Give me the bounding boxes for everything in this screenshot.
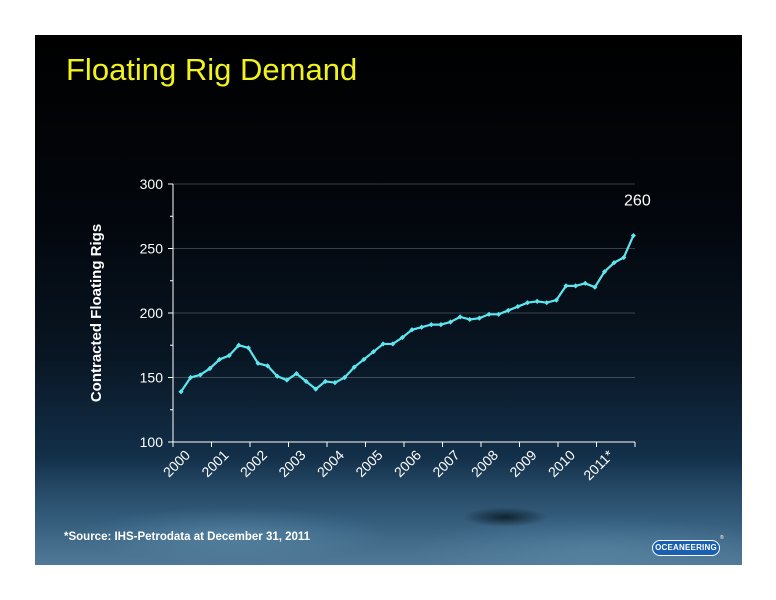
data-point — [255, 360, 261, 366]
data-point — [630, 233, 636, 239]
data-point — [370, 349, 377, 355]
y-tick-label: 150 — [140, 370, 164, 386]
data-point — [505, 307, 511, 314]
data-point — [544, 300, 550, 306]
x-tick-label: 2006 — [391, 447, 424, 480]
data-point — [216, 356, 223, 363]
y-tick-label: 300 — [140, 176, 164, 192]
data-point — [573, 283, 579, 289]
data-point — [226, 352, 232, 359]
data-point — [322, 378, 328, 384]
x-tick-label: 2010 — [545, 447, 578, 480]
registered-mark: ® — [720, 535, 724, 541]
last-value-annotation: 260 — [624, 193, 651, 210]
data-point — [515, 303, 521, 310]
data-point — [399, 334, 405, 341]
y-tick-label: 250 — [140, 241, 164, 257]
data-point — [236, 342, 242, 348]
series-points — [178, 233, 636, 395]
data-point — [380, 341, 386, 347]
data-point — [553, 297, 559, 303]
data-point — [207, 365, 213, 372]
data-point — [245, 345, 251, 351]
data-point — [428, 322, 434, 328]
data-point — [419, 324, 425, 330]
oceaneering-logo: OCEANEERING — [652, 540, 720, 556]
y-tick-label: 100 — [140, 434, 164, 450]
x-tick-label: 2001 — [198, 447, 231, 480]
data-point — [457, 314, 463, 320]
data-point — [476, 315, 482, 321]
y-axis-title: Contracted Floating Rigs — [88, 224, 105, 402]
data-point — [467, 316, 473, 323]
y-tick-label: 200 — [140, 305, 164, 321]
x-tick-label: 2005 — [352, 447, 385, 480]
data-point — [351, 364, 357, 370]
source-note: *Source: IHS-Petrodata at December 31, 2… — [64, 531, 311, 543]
data-point — [611, 260, 617, 266]
data-point — [592, 284, 598, 290]
data-point — [342, 374, 348, 381]
data-point — [332, 380, 338, 386]
data-point — [496, 311, 502, 317]
data-point — [178, 389, 184, 395]
x-tick-label: 2008 — [468, 447, 501, 480]
x-tick-label: 2004 — [314, 447, 347, 480]
x-tick-label: 2011* — [580, 446, 617, 483]
x-tick-label: 2007 — [429, 447, 462, 480]
data-point — [524, 300, 531, 306]
data-point — [313, 386, 319, 392]
chart-grid — [173, 183, 635, 443]
x-axis-ticks: 2000 2001 2002 2003 2004 2005 2006 2007 2008 2009… — [160, 442, 636, 483]
x-tick-label: 2000 — [160, 447, 193, 480]
data-point — [438, 322, 444, 328]
slide-title: Floating Rig Demand — [66, 52, 358, 87]
data-point — [361, 356, 367, 363]
data-point — [534, 298, 540, 304]
x-tick-label: 2009 — [506, 447, 539, 480]
data-point — [486, 311, 492, 317]
data-point — [293, 371, 300, 377]
data-point — [188, 374, 194, 381]
seafloor-background — [35, 455, 742, 565]
x-tick-label: 2003 — [275, 447, 308, 480]
y-axis-ticks: 100 150 200 250 300 — [140, 176, 173, 450]
data-point — [274, 373, 280, 379]
data-point — [265, 363, 271, 369]
data-point — [303, 378, 309, 384]
series-line — [180, 235, 635, 393]
line-chart: 100 150 200 250 300 2000 2001 2002 2003 2004 2005… — [88, 176, 651, 483]
data-point — [390, 341, 396, 347]
data-point — [409, 327, 415, 333]
data-point — [284, 377, 290, 383]
x-tick-label: 2002 — [237, 447, 270, 480]
data-point — [447, 319, 454, 325]
data-point — [197, 372, 203, 378]
slide: Floating Rig Demand 100 150 200 250 300 2000… — [35, 35, 742, 565]
